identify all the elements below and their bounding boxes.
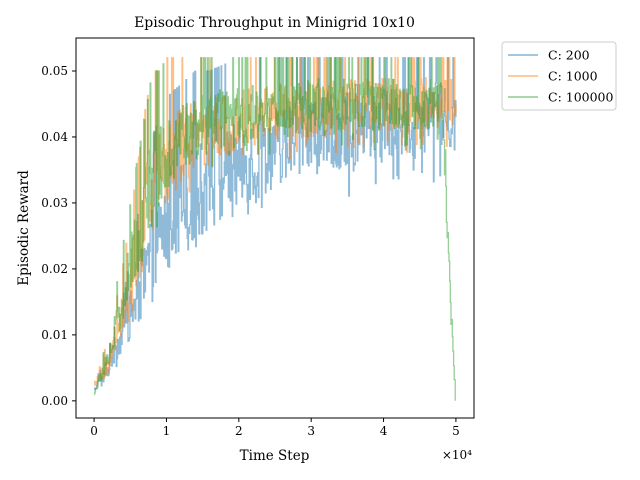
x-axis-label: Time Step [240,448,310,464]
legend-frame [501,41,617,111]
legend-label-c200: C: 200 [548,48,590,63]
y-tick-label: 0.02 [41,262,68,276]
x-tick-label: 0 [90,424,98,438]
chart-title: Episodic Throughput in Minigrid 10x10 [134,15,415,31]
y-tick-label: 0.05 [41,64,68,78]
x-axis-ticks: 0 1 2 3 4 5 [90,418,460,438]
y-tick-label: 0.04 [41,130,68,144]
y-tick-label: 0.00 [41,394,68,408]
x-axis-multiplier: ×10⁴ [442,448,472,462]
x-tick-label: 5 [452,424,460,438]
series-layer [94,57,457,401]
x-tick-label: 1 [163,424,171,438]
legend: C: 200 C: 1000 C: 100000 [501,41,617,111]
y-axis-ticks: 0.00 0.01 0.02 0.03 0.04 0.05 [41,64,76,408]
legend-label-c100000: C: 100000 [548,90,614,105]
series-c200 [94,57,457,391]
x-tick-label: 2 [235,424,243,438]
y-tick-label: 0.01 [41,328,68,342]
y-axis-label: Episodic Reward [16,170,32,286]
axes-frame [75,37,475,419]
x-tick-label: 4 [380,424,388,438]
series-c100000 [94,57,456,401]
x-tick-label: 3 [307,424,315,438]
legend-label-c1000: C: 1000 [548,69,598,84]
y-tick-label: 0.03 [41,196,68,210]
